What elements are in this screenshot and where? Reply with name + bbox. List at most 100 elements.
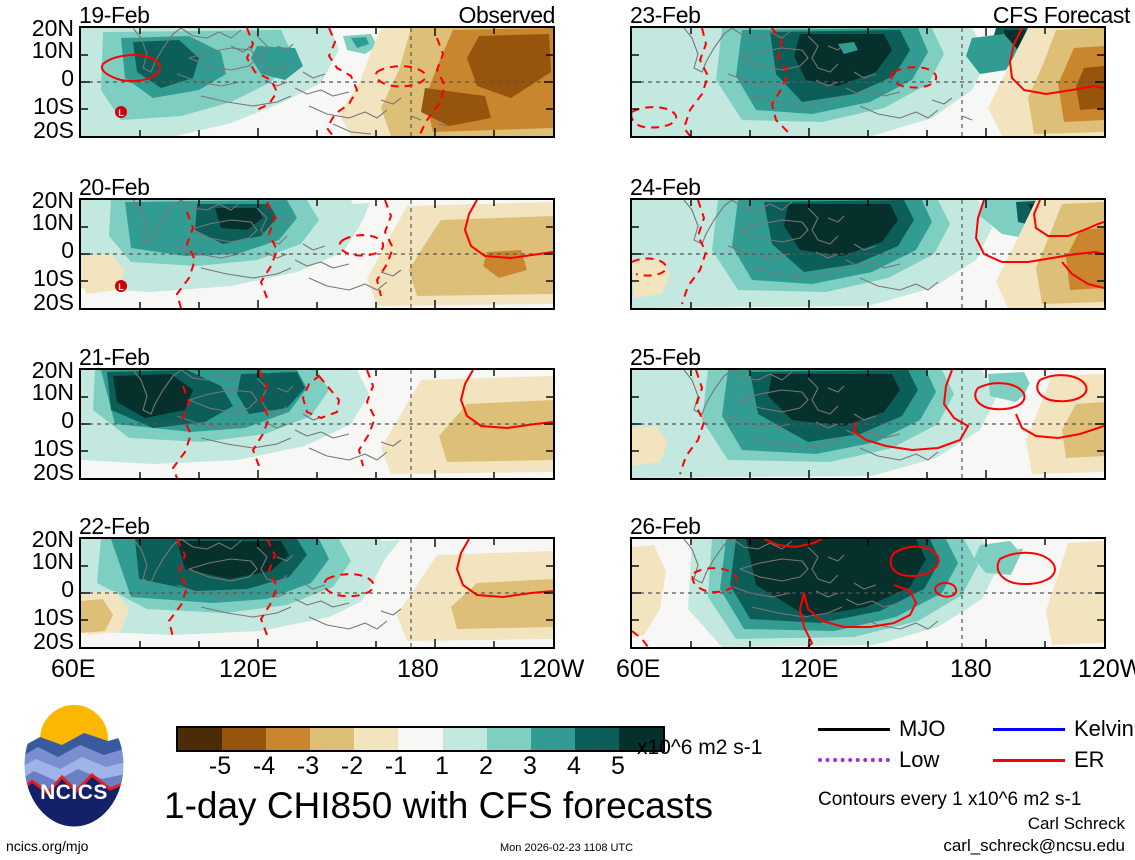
y-tick-label: 10S: [33, 604, 74, 630]
contour-interval-note: Contours every 1 x10^6 m2 s-1: [818, 789, 1082, 810]
x-tick-label: 120E: [219, 655, 278, 683]
colorbar-swatch: [354, 728, 399, 750]
author-name: Carl Schreck: [1027, 814, 1125, 833]
y-tick-label: 20N: [31, 357, 74, 383]
panel-22-feb: 22-Feb: [79, 513, 555, 649]
y-tick-label: 10N: [31, 379, 74, 405]
colorbar-tick: 1: [435, 752, 449, 780]
low-line-swatch: [818, 758, 890, 762]
colorbar-swatch: [222, 728, 267, 750]
map-canvas: L: [81, 28, 553, 136]
colorbar-tick: 4: [567, 752, 581, 780]
y-tick-label: 10S: [33, 93, 74, 119]
map-canvas: [632, 28, 1104, 136]
map-canvas: L: [81, 200, 553, 308]
x-tick-label: 60E: [51, 655, 96, 683]
map-canvas: [632, 539, 1104, 647]
panel-26-feb: 26-Feb: [630, 513, 1106, 649]
tc-symbol: L: [115, 106, 127, 118]
map-plot-area[interactable]: [630, 26, 1106, 138]
map-plot-area[interactable]: [630, 198, 1106, 310]
ncics-logo: NCICS: [18, 697, 130, 833]
colorbar-units-label: x10^6 m2 s-1: [637, 736, 763, 759]
y-tick-label: 20S: [33, 628, 74, 654]
x-tick-label: 60E: [616, 655, 661, 683]
y-tick-label: 0: [61, 576, 74, 602]
colorbar[interactable]: [176, 726, 666, 752]
y-tick-label: 10N: [31, 209, 74, 235]
y-tick-label: 0: [61, 237, 74, 263]
legend-entry-low[interactable]: Low: [818, 747, 939, 773]
legend-entry-mjo[interactable]: MJO: [818, 716, 945, 742]
x-tick-label: 180: [950, 655, 992, 683]
map-plot-area[interactable]: [630, 537, 1106, 649]
y-tick-label: 0: [61, 407, 74, 433]
y-tick-label: 10S: [33, 435, 74, 461]
colorbar-tick: 2: [479, 752, 493, 780]
tc-symbol: L: [115, 280, 127, 292]
svg-text:L: L: [118, 282, 124, 292]
x-tick-label: 120W: [519, 655, 585, 683]
colorbar-swatch: [178, 728, 223, 750]
colorbar-tick: -1: [384, 752, 408, 780]
colorbar-tick: -5: [208, 752, 232, 780]
y-axis-labels-row-2: 20N 10N 0 10S 20S: [0, 189, 74, 314]
colorbar-swatch: [266, 728, 311, 750]
kelvin-line-swatch: [993, 727, 1065, 731]
map-plot-area[interactable]: [630, 368, 1106, 480]
site-url-label: ncics.org/mjo: [6, 838, 89, 854]
author-email: carl_schreck@ncsu.edu: [943, 836, 1125, 855]
panel-23-feb: 23-Feb CFS Forecast: [630, 2, 1130, 138]
y-tick-label: 10N: [31, 548, 74, 574]
panel-19-feb: 19-Feb Observed: [79, 2, 555, 138]
panel-header-label: CFS Forecast: [992, 2, 1130, 28]
colorbar-swatch: [310, 728, 355, 750]
y-tick-label: 20S: [33, 459, 74, 485]
y-tick-label: 20N: [31, 15, 74, 41]
map-canvas: [81, 539, 553, 647]
map-plot-area[interactable]: L: [79, 26, 555, 138]
svg-text:L: L: [118, 108, 124, 118]
map-plot-area[interactable]: [79, 368, 555, 480]
y-tick-label: 10N: [31, 37, 74, 63]
generation-timestamp: Mon 2026-02-23 1108 UTC: [500, 842, 634, 854]
colorbar-tick: 5: [611, 752, 625, 780]
legend-entry-kelvin[interactable]: Kelvin x2: [993, 716, 1135, 742]
ncics-logo-text: NCICS: [40, 781, 108, 804]
panel-date-label: 21-Feb: [79, 344, 150, 370]
y-tick-label: 20N: [31, 187, 74, 213]
colorbar-tick: -4: [252, 752, 276, 780]
colorbar-swatch: [574, 728, 619, 750]
y-tick-label: 10S: [33, 265, 74, 291]
colorbar-swatch: [530, 728, 575, 750]
legend-label: MJO: [899, 716, 946, 741]
ncics-logo-graphic: [23, 702, 125, 828]
panel-date-label: 26-Feb: [630, 513, 701, 539]
y-axis-labels-row-3: 20N 10N 0 10S 20S: [0, 359, 74, 484]
colorbar-swatch: [398, 728, 443, 750]
panel-date-label: 22-Feb: [79, 513, 150, 539]
map-canvas: [81, 370, 553, 478]
colorbar-tick: 3: [523, 752, 537, 780]
legend-label: Kelvin x2: [1074, 716, 1135, 741]
colorbar-swatch: [618, 728, 664, 750]
mjo-line-swatch: [818, 727, 890, 731]
map-canvas: [632, 200, 1104, 308]
panel-header-label: Observed: [458, 2, 555, 28]
x-tick-label: 120E: [780, 655, 839, 683]
panel-21-feb: 21-Feb: [79, 344, 555, 480]
map-plot-area[interactable]: L: [79, 198, 555, 310]
er-line-swatch: [993, 758, 1065, 762]
wave-legend: MJO Kelvin x2 Low ER: [818, 716, 1135, 776]
legend-entry-er[interactable]: ER: [993, 747, 1105, 773]
legend-label: ER: [1074, 747, 1105, 772]
y-tick-label: 20S: [33, 289, 74, 315]
y-tick-label: 20N: [31, 526, 74, 552]
panel-20-feb: 20-Feb: [79, 174, 555, 310]
x-tick-label: 180: [397, 655, 439, 683]
figure-main-title: 1-day CHI850 with CFS forecasts: [164, 785, 714, 826]
panel-date-label: 19-Feb: [79, 2, 150, 28]
map-plot-area[interactable]: [79, 537, 555, 649]
panel-date-label: 24-Feb: [630, 174, 701, 200]
colorbar-tick: -3: [296, 752, 320, 780]
